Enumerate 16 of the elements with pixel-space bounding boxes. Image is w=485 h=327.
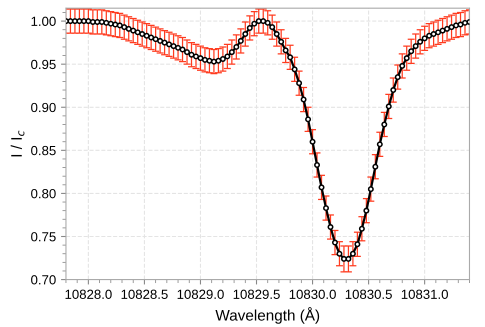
x-tick-label: 10829.5 xyxy=(234,290,280,299)
x-tick-label: 10831.0 xyxy=(402,290,448,299)
x-tick-label: 10830.0 xyxy=(290,290,336,299)
y-tick-label: 0.70 xyxy=(31,275,56,284)
y-tick-label: 0.75 xyxy=(31,232,56,242)
x-tick-label: 10828.0 xyxy=(66,290,112,299)
x-axis-title: Wavelength (Å) xyxy=(215,307,320,324)
y-tick-label: 0.90 xyxy=(31,102,56,112)
y-axis-title: I / I$_{c}$ xyxy=(10,130,24,156)
y-tick-label: 1.00 xyxy=(32,16,56,26)
x-tick-label: 10828.5 xyxy=(122,290,168,299)
y-tick-label: 0.85 xyxy=(31,146,56,156)
x-tick-label: 10829.0 xyxy=(178,290,224,299)
y-tick-label: 0.80 xyxy=(31,188,56,198)
x-tick-label: 10830.5 xyxy=(346,290,392,299)
y-tick-label: 0.95 xyxy=(31,60,56,70)
